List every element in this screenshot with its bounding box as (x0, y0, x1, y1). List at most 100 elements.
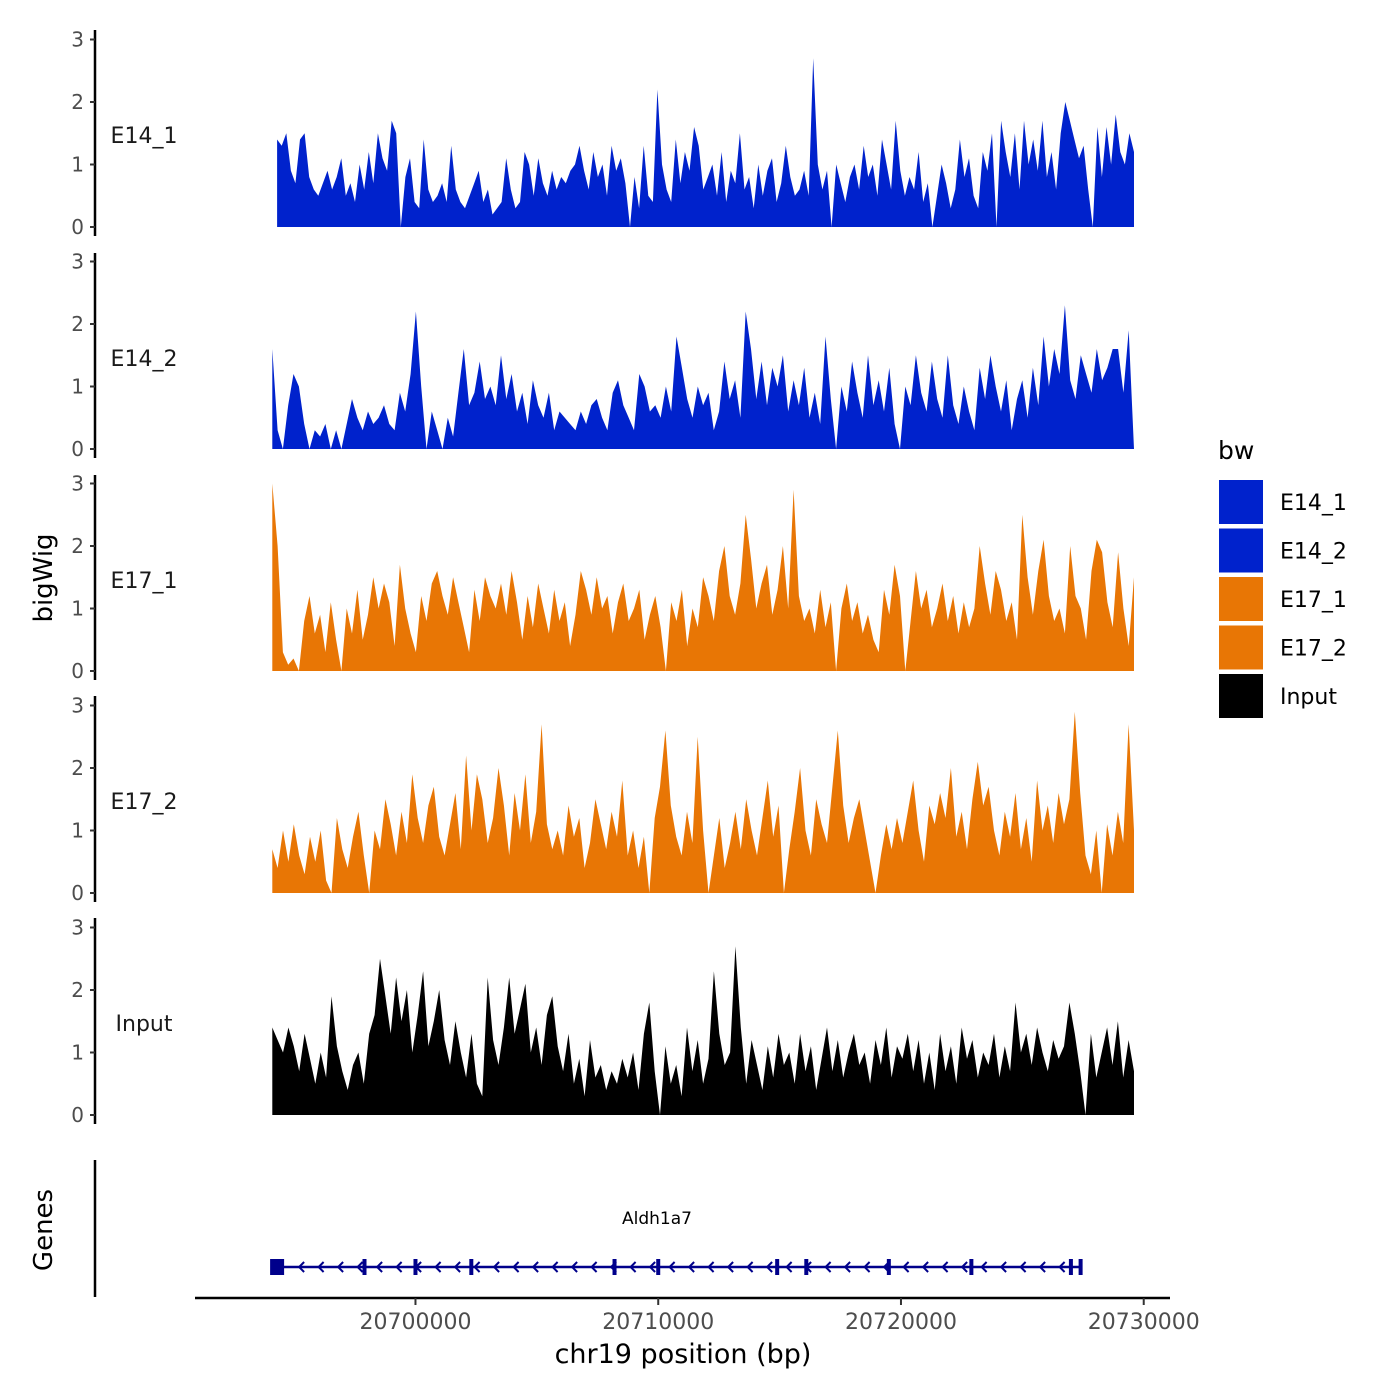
coverage-area (272, 483, 1134, 671)
strand-arrow (707, 1261, 715, 1273)
y-tick-label: 1 (71, 153, 84, 177)
x-tick-label: 20700000 (359, 1310, 471, 1335)
exon-mark (775, 1259, 780, 1275)
coverage-area (272, 946, 1134, 1115)
strand-arrow (687, 1261, 695, 1273)
strand-arrow (570, 1261, 578, 1273)
strand-arrow (551, 1261, 559, 1273)
track-e14-2: 0 1 2 3 E14_2 (71, 250, 1134, 461)
legend-label: Input (1280, 685, 1337, 710)
legend-title: bw (1218, 436, 1254, 465)
track-e17-1: 0 1 2 3 E17_1 (71, 472, 1134, 683)
exon-mark (886, 1259, 891, 1275)
x-axis: 20700000 20710000 20720000 20730000 (195, 1296, 1200, 1335)
strand-arrow (590, 1261, 598, 1273)
legend-label: E17_2 (1280, 637, 1347, 662)
coverage-area (277, 58, 1135, 227)
y-tick-label: 0 (71, 215, 84, 239)
legend-swatch (1219, 528, 1263, 573)
utr-block (270, 1259, 285, 1275)
strand-arrow (785, 1261, 793, 1273)
y-tick-label: 1 (71, 597, 84, 621)
y-tick-label: 0 (71, 437, 84, 461)
x-tick-label: 20730000 (1088, 1310, 1200, 1335)
strand-arrow (960, 1261, 968, 1273)
y-tick-label: 3 (71, 250, 84, 274)
strand-arrow (843, 1261, 851, 1273)
track-e14-1: 0 1 2 3 E14_1 (71, 28, 1135, 239)
legend-label: E17_1 (1280, 588, 1347, 613)
track-label: Input (116, 1012, 173, 1037)
legend-swatch (1219, 625, 1263, 670)
y-axis-title: bigWig (29, 533, 59, 622)
strand-arrow (863, 1261, 871, 1273)
strand-arrow (941, 1261, 949, 1273)
exon-mark (969, 1259, 974, 1275)
strand-arrow (317, 1261, 325, 1273)
strand-arrow (336, 1261, 344, 1273)
exon-mark (1078, 1259, 1083, 1275)
y-tick-label: 3 (71, 694, 84, 718)
exon-mark (656, 1259, 661, 1275)
genes-track-label: Genes (29, 1189, 59, 1271)
strand-arrow (375, 1261, 383, 1273)
exon-mark (612, 1259, 617, 1275)
y-tick-label: 2 (71, 90, 84, 114)
x-axis-title: chr19 position (bp) (555, 1339, 812, 1370)
y-tick-label: 2 (71, 978, 84, 1002)
strand-arrow (434, 1261, 442, 1273)
legend-label: E14_1 (1280, 491, 1347, 516)
y-tick-label: 1 (71, 375, 84, 399)
bigwig-tracks: 0 1 2 3 E14_1 0 1 2 3 E14_2 0 1 2 3 E17_1 0 1 2 3 E17_2 0 1 2 3… (71, 28, 1135, 1127)
x-tick-label: 20720000 (845, 1310, 957, 1335)
y-tick-label: 2 (71, 312, 84, 336)
y-tick-label: 3 (71, 916, 84, 940)
strand-arrow (902, 1261, 910, 1273)
strand-arrow (629, 1261, 637, 1273)
strand-arrow (1038, 1261, 1046, 1273)
track-label: E17_2 (111, 790, 178, 815)
strand-arrow (1019, 1261, 1027, 1273)
strand-arrow (473, 1261, 481, 1273)
strand-arrow (356, 1261, 364, 1273)
gene-name-label: Aldh1a7 (622, 1209, 692, 1229)
strand-arrow (921, 1261, 929, 1273)
y-tick-label: 3 (71, 28, 84, 52)
x-tick-label: 20710000 (602, 1310, 714, 1335)
y-tick-label: 3 (71, 472, 84, 496)
strand-arrow (746, 1261, 754, 1273)
exon-mark (362, 1259, 367, 1275)
y-tick-label: 0 (71, 881, 84, 905)
y-tick-label: 2 (71, 534, 84, 558)
strand-arrow (726, 1261, 734, 1273)
legend-swatch (1219, 480, 1263, 524)
strand-arrow (668, 1261, 676, 1273)
strand-arrow (531, 1261, 539, 1273)
exon-mark (1068, 1259, 1073, 1275)
y-tick-label: 1 (71, 1041, 84, 1065)
strand-arrow (980, 1261, 988, 1273)
legend-swatch (1219, 674, 1263, 718)
track-e17-2: 0 1 2 3 E17_2 (71, 694, 1134, 905)
coverage-area (272, 711, 1134, 893)
strand-arrow (824, 1261, 832, 1273)
strand-arrow (648, 1261, 656, 1273)
track-label: E14_2 (111, 347, 178, 372)
y-tick-label: 0 (71, 659, 84, 683)
legend-label: E14_2 (1280, 540, 1347, 565)
strand-arrow (765, 1261, 773, 1273)
track-label: E14_1 (111, 124, 178, 149)
strand-arrow (512, 1261, 520, 1273)
y-tick-label: 0 (71, 1103, 84, 1127)
exon-mark (469, 1259, 474, 1275)
strand-arrow (395, 1261, 403, 1273)
coverage-area (272, 305, 1134, 449)
strand-arrow (453, 1261, 461, 1273)
track-label: E17_1 (111, 569, 178, 594)
track-input: 0 1 2 3 Input (71, 916, 1134, 1127)
strand-arrow (999, 1261, 1007, 1273)
strand-arrow (492, 1261, 500, 1273)
genes-track: Aldh1a7 (93, 1160, 1083, 1297)
legend-swatch (1219, 577, 1263, 621)
